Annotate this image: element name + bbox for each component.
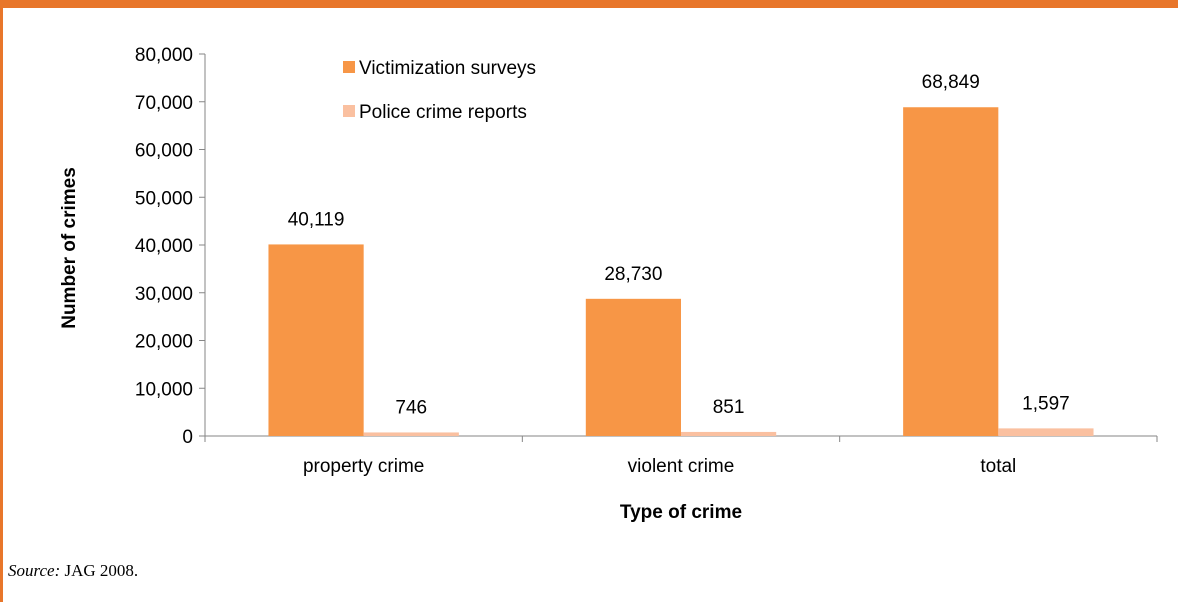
x-axis-title: Type of crime [620, 502, 742, 523]
data-label: 1,597 [1022, 393, 1070, 414]
data-label: 68,849 [922, 72, 980, 93]
frame-top-border [0, 0, 1178, 8]
legend-swatch [343, 105, 355, 117]
bar-police-crime-reports [998, 428, 1094, 436]
data-label: 28,730 [604, 264, 662, 285]
bar-victimization-surveys [585, 298, 681, 436]
x-tick-label: violent crime [628, 456, 735, 477]
legend-label: Police crime reports [359, 102, 527, 123]
bar-police-crime-reports [681, 431, 777, 436]
bar-victimization-surveys [903, 107, 999, 436]
x-tick-label: total [980, 456, 1016, 477]
y-tick-label: 60,000 [135, 141, 193, 162]
source-text: JAG 2008. [64, 561, 139, 580]
y-tick-label: 10,000 [135, 379, 193, 400]
legend-swatch [343, 61, 355, 73]
y-tick-label: 70,000 [135, 93, 193, 114]
legend-label: Victimization surveys [359, 58, 536, 79]
y-tick-label: 20,000 [135, 332, 193, 353]
y-axis-title: Number of crimes [59, 167, 80, 329]
y-tick-label: 50,000 [135, 188, 193, 209]
source-label: Source: [8, 561, 61, 580]
y-tick-label: 40,000 [135, 236, 193, 257]
data-label: 746 [395, 397, 427, 418]
y-tick-label: 30,000 [135, 284, 193, 305]
data-labels: 40,119 28,730 68,849 746 851 1,597 [288, 72, 1070, 418]
x-tick-label: property crime [303, 456, 424, 477]
y-tick-label: 0 [182, 427, 193, 448]
y-tick-label: 80,000 [135, 45, 193, 66]
data-label: 40,119 [288, 209, 345, 230]
source-note: Source: JAG 2008. [8, 561, 138, 581]
bar-police-crime-reports [363, 432, 459, 436]
bar-victimization-surveys [268, 244, 364, 436]
legend: Victimization surveys Police crime report… [343, 58, 536, 123]
x-axis: property crime violent crime total [204, 435, 1158, 477]
frame-left-border [0, 0, 3, 602]
y-axis: 0 10,000 20,000 30,000 40,000 50,000 60,000 70,… [135, 45, 206, 448]
data-label: 851 [713, 397, 745, 418]
bars [268, 107, 1094, 436]
